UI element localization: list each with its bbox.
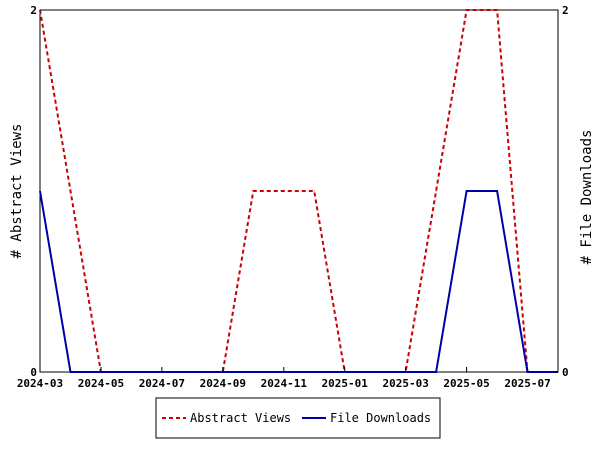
y-axis-title-left: # Abstract Views bbox=[9, 124, 25, 259]
data-point-abstract-views-7 bbox=[252, 190, 254, 192]
series-line-file-downloads bbox=[39, 190, 558, 373]
x-tick-label-3: 2024-09 bbox=[200, 377, 246, 390]
data-point-file-downloads-0 bbox=[39, 190, 41, 192]
data-point-file-downloads-3 bbox=[130, 371, 132, 373]
data-point-file-downloads-15 bbox=[496, 190, 498, 192]
data-point-file-downloads-11 bbox=[374, 371, 376, 373]
data-point-file-downloads-1 bbox=[69, 371, 71, 373]
y-axis: 0 0 2 2 bbox=[30, 4, 568, 379]
data-point-abstract-views-14 bbox=[466, 9, 468, 11]
legend-box bbox=[155, 397, 441, 439]
data-point-file-downloads-13 bbox=[435, 371, 437, 373]
data-point-file-downloads-14 bbox=[466, 190, 468, 192]
data-point-file-downloads-5 bbox=[191, 371, 193, 373]
data-point-abstract-views-9 bbox=[313, 190, 315, 192]
y-tick-label-right-1: 2 bbox=[562, 4, 569, 17]
x-tick-label-8: 2025-07 bbox=[504, 377, 550, 390]
data-point-file-downloads-7 bbox=[252, 371, 254, 373]
legend: Abstract Views File Downloads bbox=[155, 397, 441, 439]
y-tick-label-right-0: 0 bbox=[562, 366, 569, 379]
data-point-abstract-views-13 bbox=[435, 190, 437, 192]
y-axis-title-right: # File Downloads bbox=[579, 130, 595, 265]
data-point-file-downloads-9 bbox=[313, 371, 315, 373]
data-point-abstract-views-15 bbox=[496, 9, 498, 11]
x-tick-label-1: 2024-05 bbox=[78, 377, 124, 390]
x-axis: 2024-03 2024-05 2024-07 2024-09 2024-11 2025-… bbox=[17, 367, 551, 390]
x-tick-label-0: 2024-03 bbox=[17, 377, 63, 390]
series-layer bbox=[39, 9, 559, 373]
data-point-abstract-views-1 bbox=[69, 190, 71, 192]
x-tick-label-5: 2025-01 bbox=[322, 377, 369, 390]
x-tick-label-7: 2025-05 bbox=[443, 377, 489, 390]
legend-items: Abstract Views File Downloads bbox=[162, 411, 431, 425]
data-point-abstract-views-8 bbox=[283, 190, 285, 192]
x-tick-label-2: 2024-07 bbox=[139, 377, 185, 390]
legend-label-abstract-views: Abstract Views bbox=[190, 411, 291, 425]
y-tick-label-left-0: 0 bbox=[30, 366, 37, 379]
y-tick-label-left-1: 2 bbox=[30, 4, 37, 17]
x-tick-label-4: 2024-11 bbox=[261, 377, 308, 390]
x-tick-label-6: 2025-03 bbox=[382, 377, 428, 390]
legend-label-file-downloads: File Downloads bbox=[330, 411, 431, 425]
